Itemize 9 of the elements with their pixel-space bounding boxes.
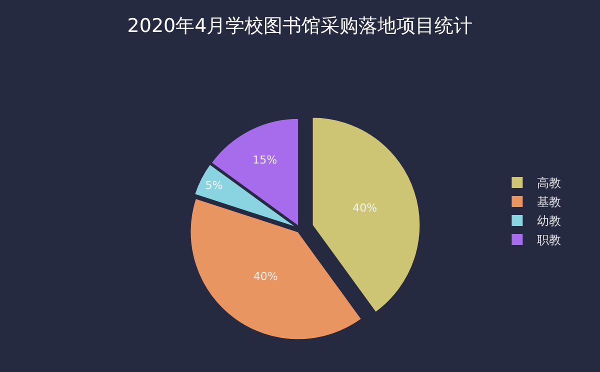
legend-label: 幼教	[537, 214, 562, 228]
data-label: 5%	[205, 178, 223, 192]
chart-title: 2020年4月学校图书馆采购落地项目统计	[127, 14, 473, 37]
data-label: 15%	[252, 154, 278, 167]
data-label: 40%	[253, 270, 278, 283]
data-label: 40%	[352, 202, 378, 215]
legend-label: 高教	[537, 176, 562, 190]
legend-label: 基教	[537, 195, 562, 210]
legend-label: 职教	[537, 233, 562, 248]
